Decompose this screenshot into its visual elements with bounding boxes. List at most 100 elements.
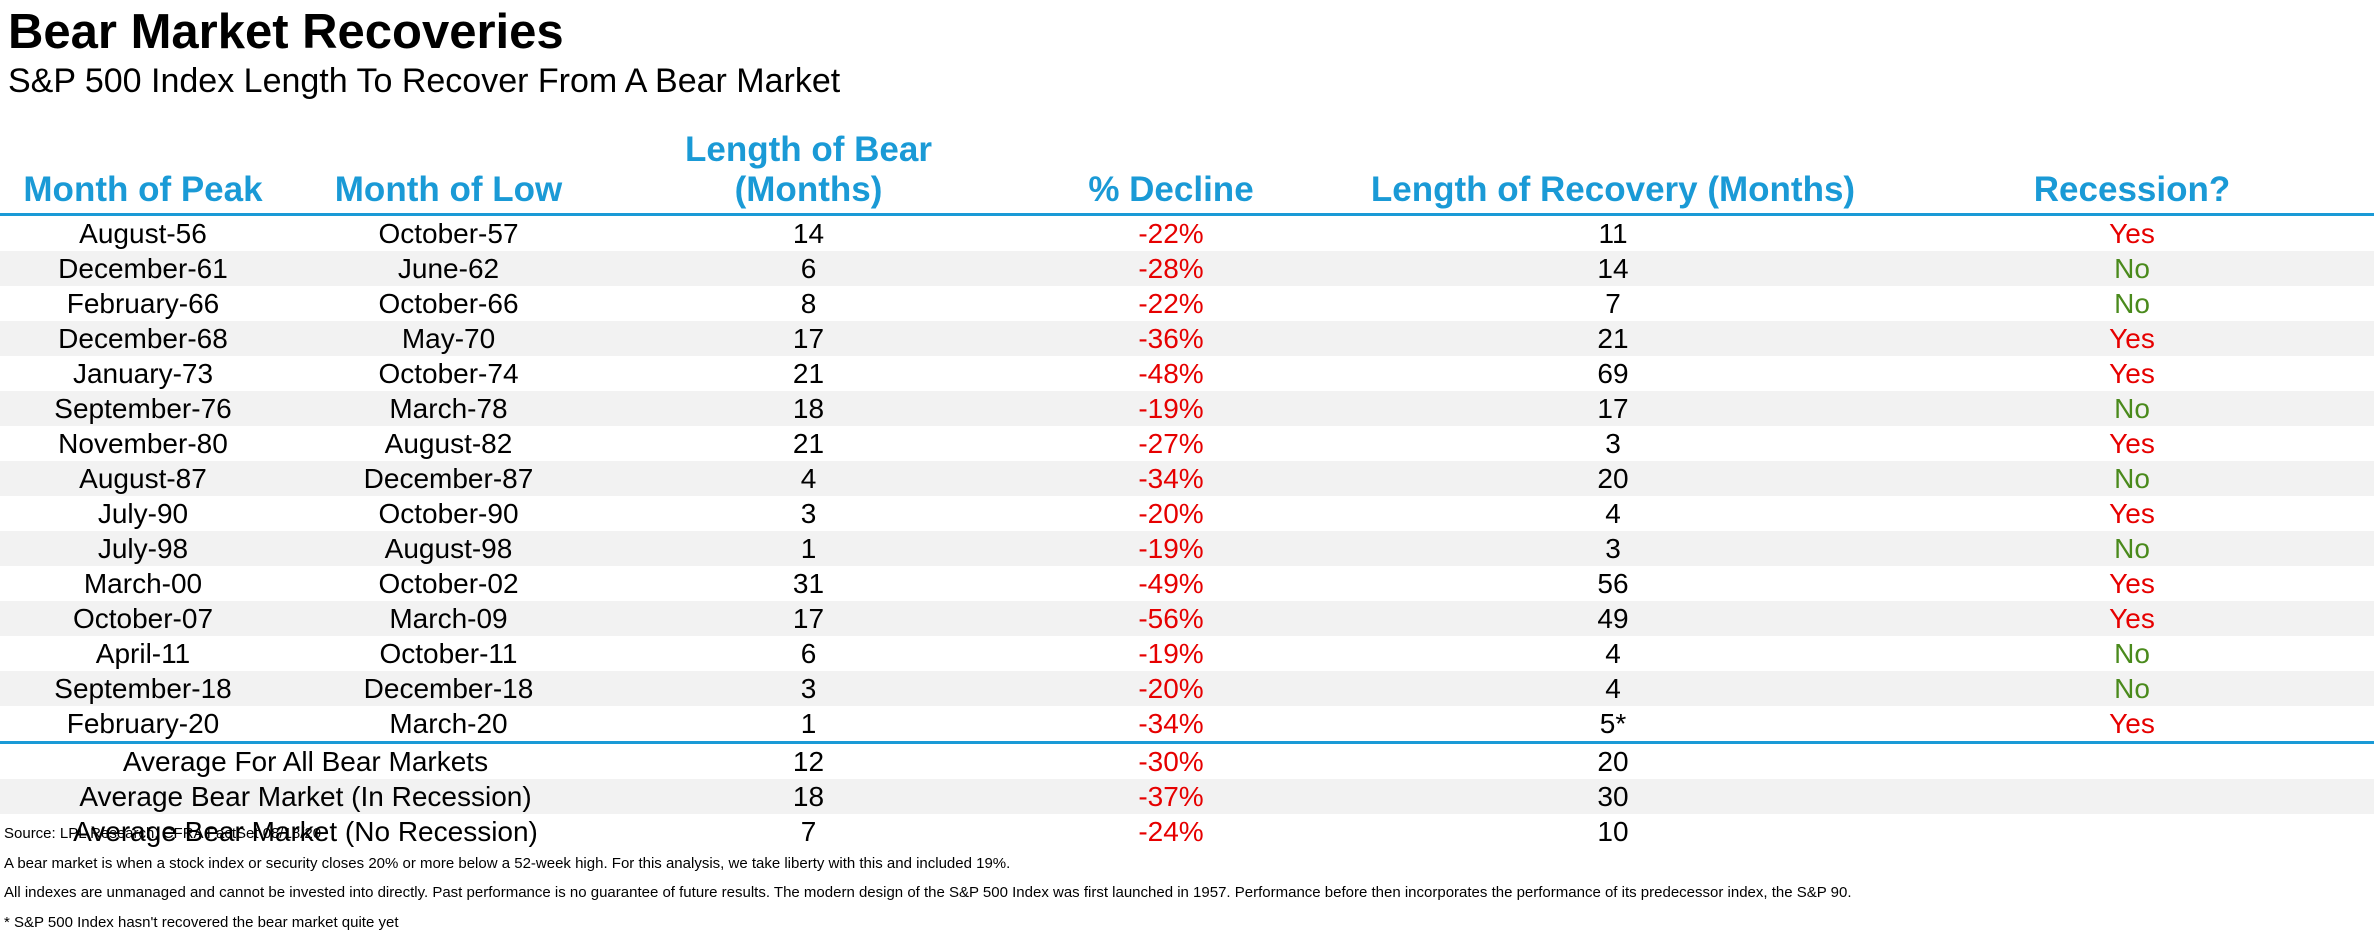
cell-month-of-peak: November-80 [0, 426, 286, 461]
summary-percent-decline: -37% [1006, 779, 1336, 814]
cell-length-of-bear: 17 [611, 601, 1006, 636]
cell-month-of-low: March-78 [286, 391, 611, 426]
cell-percent-decline: -22% [1006, 286, 1336, 321]
cell-recession: No [1890, 531, 2374, 566]
summary-length-of-recovery: 30 [1336, 779, 1890, 814]
cell-month-of-low: June-62 [286, 251, 611, 286]
cell-length-of-bear: 14 [611, 215, 1006, 252]
cell-percent-decline: -19% [1006, 391, 1336, 426]
cell-month-of-low: May-70 [286, 321, 611, 356]
cell-percent-decline: -20% [1006, 671, 1336, 706]
cell-length-of-recovery: 20 [1336, 461, 1890, 496]
cell-month-of-peak: October-07 [0, 601, 286, 636]
cell-length-of-recovery: 4 [1336, 636, 1890, 671]
summary-length-of-recovery: 20 [1336, 743, 1890, 780]
cell-length-of-bear: 17 [611, 321, 1006, 356]
cell-month-of-peak: August-87 [0, 461, 286, 496]
cell-length-of-bear: 18 [611, 391, 1006, 426]
cell-recession: Yes [1890, 321, 2374, 356]
header-month-of-peak: Month of Peak [0, 130, 286, 215]
cell-percent-decline: -27% [1006, 426, 1336, 461]
asterisk-note: * S&P 500 Index hasn't recovered the bea… [4, 908, 1852, 937]
footnotes: Source: LPL Research, CFRA FactSet 08/18… [4, 819, 1852, 937]
cell-length-of-bear: 31 [611, 566, 1006, 601]
summary-length-of-bear: 18 [611, 779, 1006, 814]
header-recession: Recession? [1890, 130, 2374, 215]
cell-percent-decline: -28% [1006, 251, 1336, 286]
cell-length-of-recovery: 21 [1336, 321, 1890, 356]
cell-percent-decline: -34% [1006, 706, 1336, 743]
summary-row: Average Bear Market (In Recession)18-37%… [0, 779, 2374, 814]
cell-recession: Yes [1890, 356, 2374, 391]
summary-label: Average For All Bear Markets [0, 743, 611, 780]
cell-month-of-low: October-66 [286, 286, 611, 321]
cell-month-of-peak: July-98 [0, 531, 286, 566]
cell-month-of-low: August-98 [286, 531, 611, 566]
cell-percent-decline: -56% [1006, 601, 1336, 636]
cell-month-of-low: October-74 [286, 356, 611, 391]
cell-recession: No [1890, 391, 2374, 426]
cell-month-of-peak: March-00 [0, 566, 286, 601]
summary-recession-blank [1890, 779, 2374, 814]
cell-month-of-low: October-90 [286, 496, 611, 531]
cell-length-of-bear: 3 [611, 671, 1006, 706]
summary-length-of-bear: 12 [611, 743, 1006, 780]
cell-recession: Yes [1890, 496, 2374, 531]
cell-length-of-bear: 21 [611, 426, 1006, 461]
cell-recession: Yes [1890, 601, 2374, 636]
cell-month-of-peak: December-68 [0, 321, 286, 356]
cell-month-of-low: October-57 [286, 215, 611, 252]
cell-length-of-bear: 4 [611, 461, 1006, 496]
cell-percent-decline: -36% [1006, 321, 1336, 356]
disclaimer-note: All indexes are unmanaged and cannot be … [4, 878, 1852, 908]
cell-recession: Yes [1890, 426, 2374, 461]
cell-length-of-recovery: 7 [1336, 286, 1890, 321]
chart-title: Bear Market Recoveries [8, 4, 564, 60]
cell-month-of-peak: January-73 [0, 356, 286, 391]
cell-month-of-low: December-18 [286, 671, 611, 706]
header-percent-decline: % Decline [1006, 130, 1336, 215]
cell-month-of-peak: April-11 [0, 636, 286, 671]
cell-recession: Yes [1890, 566, 2374, 601]
header-length-of-bear: Length of Bear (Months) [611, 130, 1006, 215]
cell-length-of-recovery: 4 [1336, 671, 1890, 706]
cell-length-of-recovery: 17 [1336, 391, 1890, 426]
header-month-of-low: Month of Low [286, 130, 611, 215]
cell-recession: No [1890, 461, 2374, 496]
source-note: Source: LPL Research, CFRA FactSet 08/18… [4, 819, 1852, 849]
cell-month-of-peak: August-56 [0, 215, 286, 252]
cell-length-of-recovery: 69 [1336, 356, 1890, 391]
cell-percent-decline: -34% [1006, 461, 1336, 496]
cell-length-of-bear: 6 [611, 636, 1006, 671]
cell-percent-decline: -49% [1006, 566, 1336, 601]
cell-recession: No [1890, 671, 2374, 706]
cell-recession: No [1890, 251, 2374, 286]
cell-month-of-peak: September-76 [0, 391, 286, 426]
cell-month-of-low: October-02 [286, 566, 611, 601]
cell-month-of-peak: July-90 [0, 496, 286, 531]
cell-length-of-recovery: 3 [1336, 426, 1890, 461]
header-length-of-recovery: Length of Recovery (Months) [1336, 130, 1890, 215]
cell-month-of-peak: February-20 [0, 706, 286, 743]
cell-length-of-bear: 1 [611, 706, 1006, 743]
cell-month-of-low: August-82 [286, 426, 611, 461]
cell-month-of-low: December-87 [286, 461, 611, 496]
cell-percent-decline: -19% [1006, 636, 1336, 671]
cell-month-of-low: March-09 [286, 601, 611, 636]
cell-percent-decline: -22% [1006, 215, 1336, 252]
cell-recession: Yes [1890, 706, 2374, 743]
summary-recession-blank [1890, 743, 2374, 780]
cell-length-of-recovery: 3 [1336, 531, 1890, 566]
cell-length-of-recovery: 11 [1336, 215, 1890, 252]
